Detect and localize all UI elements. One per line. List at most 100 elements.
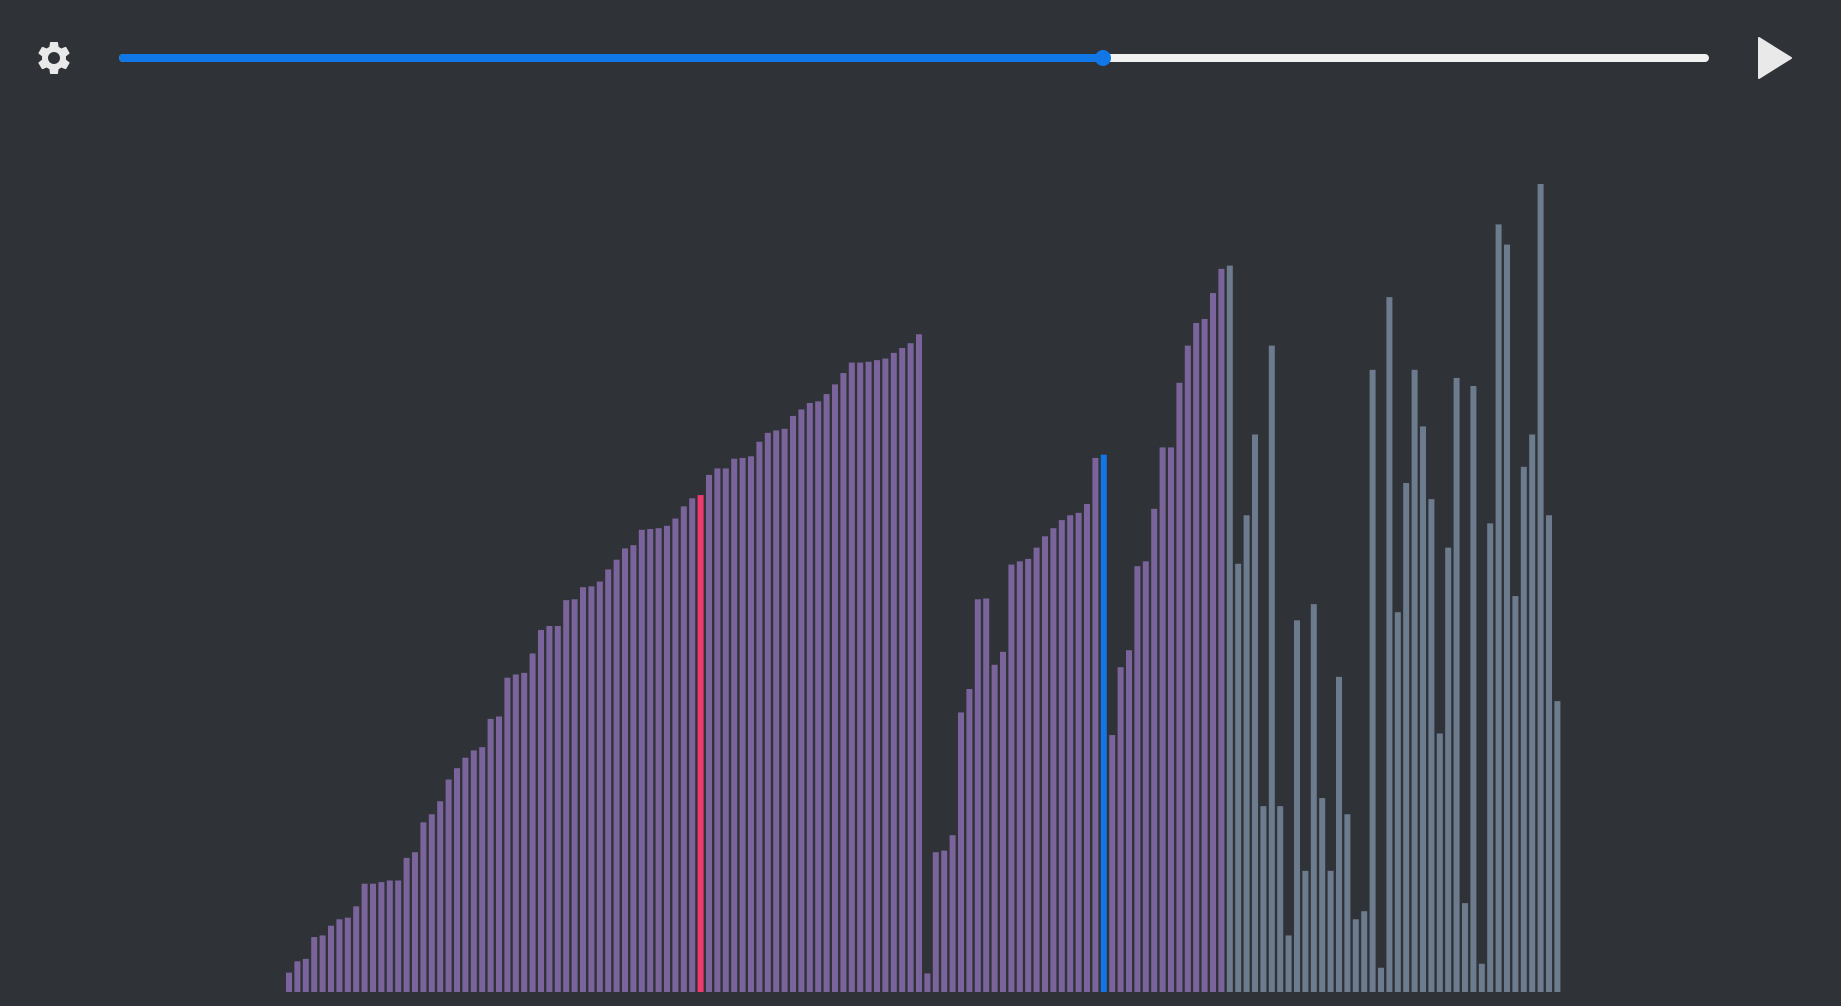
bar	[815, 401, 822, 993]
bar	[1411, 369, 1418, 993]
bar	[1403, 482, 1410, 992]
bar	[630, 545, 637, 992]
bar	[916, 334, 922, 992]
bar	[538, 630, 544, 992]
bar	[1520, 466, 1527, 992]
bar	[1394, 612, 1401, 992]
bar	[1260, 806, 1267, 992]
bar	[1210, 293, 1216, 993]
bar	[974, 599, 981, 992]
bar	[1478, 963, 1485, 992]
bar	[353, 906, 360, 992]
bar	[1033, 547, 1040, 992]
bar	[344, 917, 351, 992]
bar	[496, 716, 502, 992]
bar	[1462, 903, 1468, 992]
bar	[1092, 457, 1099, 992]
bar	[865, 361, 872, 992]
bar	[1151, 508, 1158, 992]
bar	[1058, 520, 1065, 992]
bar	[756, 441, 763, 992]
bar	[454, 768, 460, 992]
bar	[1361, 911, 1368, 992]
bar	[941, 850, 948, 992]
bar	[924, 973, 931, 992]
bar	[790, 415, 796, 992]
bar	[832, 384, 838, 992]
bar	[890, 352, 897, 992]
bar	[966, 689, 973, 992]
bar	[1386, 297, 1393, 992]
bar	[1109, 735, 1116, 992]
bar	[991, 664, 998, 992]
bar	[378, 882, 385, 992]
bar	[1252, 434, 1258, 993]
settings-button[interactable]	[34, 38, 74, 78]
bar	[504, 677, 511, 992]
bar	[1319, 798, 1326, 992]
bar	[328, 925, 334, 992]
bar	[319, 935, 326, 992]
bar	[286, 972, 292, 992]
bar	[580, 587, 586, 992]
bar	[958, 712, 964, 992]
bar	[370, 883, 376, 992]
bar	[907, 343, 914, 992]
bar	[722, 468, 729, 992]
bar	[1226, 265, 1233, 992]
bar	[1302, 870, 1309, 992]
bar	[1025, 558, 1032, 992]
bar	[1436, 733, 1443, 992]
bar	[1159, 447, 1166, 992]
bar	[1142, 561, 1149, 992]
bar	[739, 457, 746, 992]
bar	[1445, 547, 1452, 992]
bar	[1168, 447, 1174, 992]
bar	[512, 674, 519, 992]
slider-thumb[interactable]	[1095, 50, 1112, 66]
bar	[1378, 967, 1384, 992]
bar	[806, 402, 813, 993]
bar	[420, 822, 427, 992]
bar	[571, 599, 578, 992]
bar	[361, 883, 368, 992]
bar	[1268, 345, 1275, 993]
bar	[1176, 382, 1183, 992]
bar	[983, 598, 990, 992]
bar	[1546, 515, 1552, 992]
bar	[479, 747, 486, 992]
bar	[1075, 512, 1082, 992]
bar	[949, 835, 956, 992]
bar	[1512, 596, 1519, 992]
bar	[857, 362, 864, 992]
bar	[1126, 650, 1132, 992]
play-button[interactable]	[1755, 36, 1795, 80]
bar	[823, 394, 830, 993]
bar	[764, 432, 771, 992]
bar	[1184, 345, 1191, 993]
bar	[1008, 564, 1015, 992]
bar	[1277, 806, 1284, 992]
bar	[1294, 620, 1300, 992]
bar	[1084, 503, 1090, 992]
bar	[1016, 561, 1023, 992]
bar	[386, 880, 393, 992]
bar	[655, 528, 662, 992]
bar	[773, 430, 780, 992]
bar	[882, 358, 889, 992]
bar	[1117, 667, 1124, 992]
bar	[613, 559, 620, 992]
bar	[1495, 224, 1502, 992]
bar	[1050, 528, 1057, 992]
bar	[546, 625, 553, 992]
bar	[899, 348, 906, 992]
progress-slider[interactable]	[119, 44, 1709, 72]
bar-compare	[697, 495, 704, 992]
bar	[521, 672, 528, 992]
bar	[647, 529, 654, 992]
bar	[1243, 515, 1250, 992]
bar	[1554, 701, 1561, 992]
bar	[554, 625, 561, 992]
bar	[445, 779, 452, 992]
